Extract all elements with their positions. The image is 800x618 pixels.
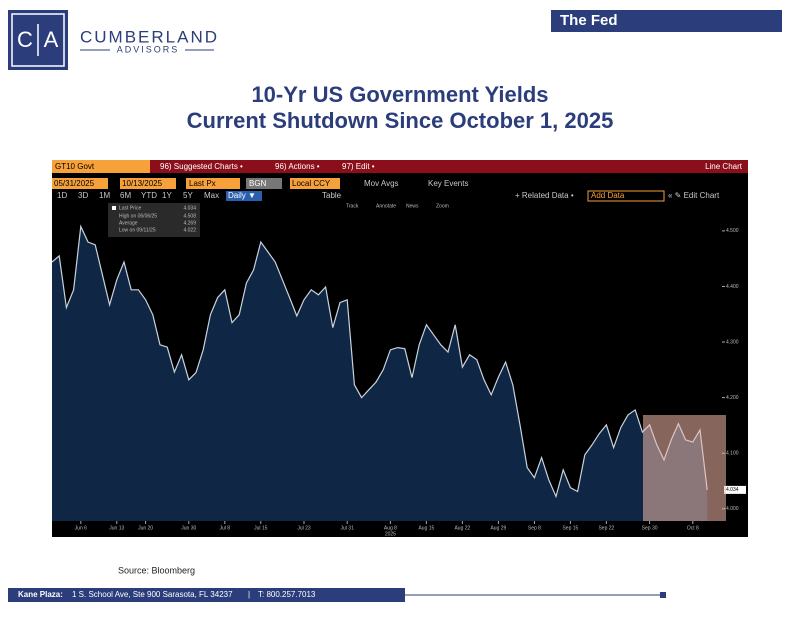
field[interactable]: Last Px bbox=[189, 179, 216, 188]
source: Source: Bloomberg bbox=[118, 565, 195, 575]
x-tick-label: Sep 8 bbox=[528, 525, 541, 531]
x-year: 2025 bbox=[385, 531, 396, 537]
end-date[interactable]: 10/13/2025 bbox=[122, 179, 163, 188]
input-box bbox=[120, 178, 176, 189]
x-tick-label: Aug 22 bbox=[454, 525, 470, 531]
chart-title: 10-Yr US Government Yields bbox=[251, 82, 548, 107]
legend-value: 4.269 bbox=[183, 220, 196, 226]
period[interactable]: YTD bbox=[141, 191, 157, 200]
period[interactable]: 5Y bbox=[183, 191, 193, 200]
period[interactable]: 1M bbox=[99, 191, 110, 200]
company-division: ADVISORS bbox=[117, 44, 180, 54]
x-tick-label: Sep 22 bbox=[598, 525, 614, 531]
related-data[interactable]: + Related Data • bbox=[515, 191, 574, 200]
menu[interactable]: 97) Edit • bbox=[342, 162, 375, 171]
legend-label: Low on 09/11/25 bbox=[119, 227, 156, 233]
x-tick-label: Jun 20 bbox=[138, 525, 153, 531]
logo-letter: A bbox=[44, 27, 59, 52]
start-date[interactable]: 05/31/2025 bbox=[54, 179, 95, 188]
add-data[interactable]: Add Data bbox=[591, 191, 625, 200]
legend-stats: High on 06/06/25 4.508 Average 4.269 Low on … bbox=[119, 213, 196, 233]
input-box bbox=[246, 178, 282, 189]
input-box bbox=[290, 178, 340, 189]
x-tick-label: Aug 29 bbox=[490, 525, 506, 531]
line bbox=[51, 224, 708, 499]
menu-bar bbox=[52, 160, 748, 173]
footer-separator: | bbox=[248, 590, 250, 599]
footer-square bbox=[660, 592, 666, 598]
x-tick-label: Jul 23 bbox=[297, 525, 311, 531]
period[interactable]: Max bbox=[204, 191, 219, 200]
currency[interactable]: Local CCY bbox=[292, 179, 331, 188]
legend-box bbox=[108, 203, 200, 237]
period[interactable]: 1Y bbox=[162, 191, 172, 200]
input-box bbox=[52, 178, 108, 189]
legend-label: Average bbox=[119, 220, 138, 226]
footer-phone: T: 800.257.7013 bbox=[258, 590, 316, 599]
menu[interactable]: 96) Suggested Charts • bbox=[160, 162, 243, 171]
legend-label: Last Price bbox=[119, 205, 141, 211]
ticker[interactable]: GT10 Govt bbox=[55, 162, 95, 171]
area bbox=[52, 226, 708, 521]
x-tick-label: Sep 15 bbox=[562, 525, 578, 531]
x-tick-label: Sep 30 bbox=[642, 525, 658, 531]
toggle[interactable]: Mov Avgs bbox=[364, 179, 399, 188]
last-price-box bbox=[724, 485, 746, 494]
legend-value: 4.022 bbox=[183, 227, 196, 233]
tools: Track Annotate News Zoom bbox=[346, 203, 449, 209]
x-tick-label: Oct 8 bbox=[687, 525, 699, 531]
tool[interactable]: Annotate bbox=[376, 203, 396, 209]
toggle[interactable]: Key Events bbox=[428, 179, 468, 188]
frequency-box bbox=[226, 191, 262, 201]
chart-subtitle: Current Shutdown Since October 1, 2025 bbox=[187, 108, 614, 133]
last-price-label: 4.034 bbox=[726, 487, 739, 493]
x-tick-label: Jun 6 bbox=[75, 525, 87, 531]
footer-address: 1 S. School Ave, Ste 900 Sarasota, FL 34… bbox=[72, 590, 233, 599]
plot: 4.000 4.100 4.200 4.300 4.400 4.500 Jun 6 Jun 1… bbox=[51, 202, 748, 537]
shutdown-shade bbox=[643, 415, 726, 521]
x-tick-label: Jul 15 bbox=[254, 525, 268, 531]
chart-kind[interactable]: Line Chart bbox=[705, 162, 743, 171]
y-tick-label: 4.000 bbox=[726, 506, 739, 512]
logo-letter: C bbox=[17, 27, 33, 52]
x-tick-label: Jul 8 bbox=[220, 525, 231, 531]
ticker-box bbox=[52, 160, 150, 173]
add-data-box bbox=[587, 190, 665, 202]
y-tick-label: 4.400 bbox=[726, 284, 739, 290]
footer-bar bbox=[8, 588, 405, 602]
y-tick-label: 4.300 bbox=[726, 339, 739, 345]
x-tick-label: Jun 30 bbox=[181, 525, 196, 531]
y-tick-label: 4.100 bbox=[726, 451, 739, 457]
legend-swatch bbox=[112, 206, 116, 210]
x-tick-label: Aug 8 bbox=[384, 525, 397, 531]
period[interactable]: 1D bbox=[57, 191, 67, 200]
legend-label: High on 06/06/25 bbox=[119, 213, 157, 219]
y-tick-label: 4.500 bbox=[726, 228, 739, 234]
tag: The Fed bbox=[560, 12, 618, 29]
legend-value: 4.508 bbox=[183, 213, 196, 219]
x-tick-label: Jul 31 bbox=[341, 525, 355, 531]
period[interactable]: 3D bbox=[78, 191, 88, 200]
pricing[interactable]: BGN bbox=[249, 179, 267, 188]
menu[interactable]: 96) Actions • bbox=[275, 162, 320, 171]
frequency[interactable]: Daily ▼ bbox=[228, 191, 256, 200]
edit-chart[interactable]: « ✎ Edit Chart bbox=[668, 191, 720, 200]
tag-banner bbox=[551, 10, 782, 32]
company-name: CUMBERLAND bbox=[80, 27, 219, 46]
x-tick-label: Aug 15 bbox=[418, 525, 434, 531]
tool[interactable]: Zoom bbox=[436, 203, 449, 209]
tool[interactable]: Track bbox=[346, 203, 359, 209]
logo-frame bbox=[11, 13, 65, 67]
y-tick-label: 4.200 bbox=[726, 395, 739, 401]
legend-value: 4.034 bbox=[183, 205, 196, 211]
period[interactable]: 6M bbox=[120, 191, 131, 200]
table-button[interactable]: Table bbox=[322, 191, 342, 200]
input-box bbox=[186, 178, 240, 189]
tool[interactable]: News bbox=[406, 203, 419, 209]
footer-label: Kane Plaza: bbox=[18, 590, 63, 599]
x-tick-label: Jun 13 bbox=[109, 525, 124, 531]
